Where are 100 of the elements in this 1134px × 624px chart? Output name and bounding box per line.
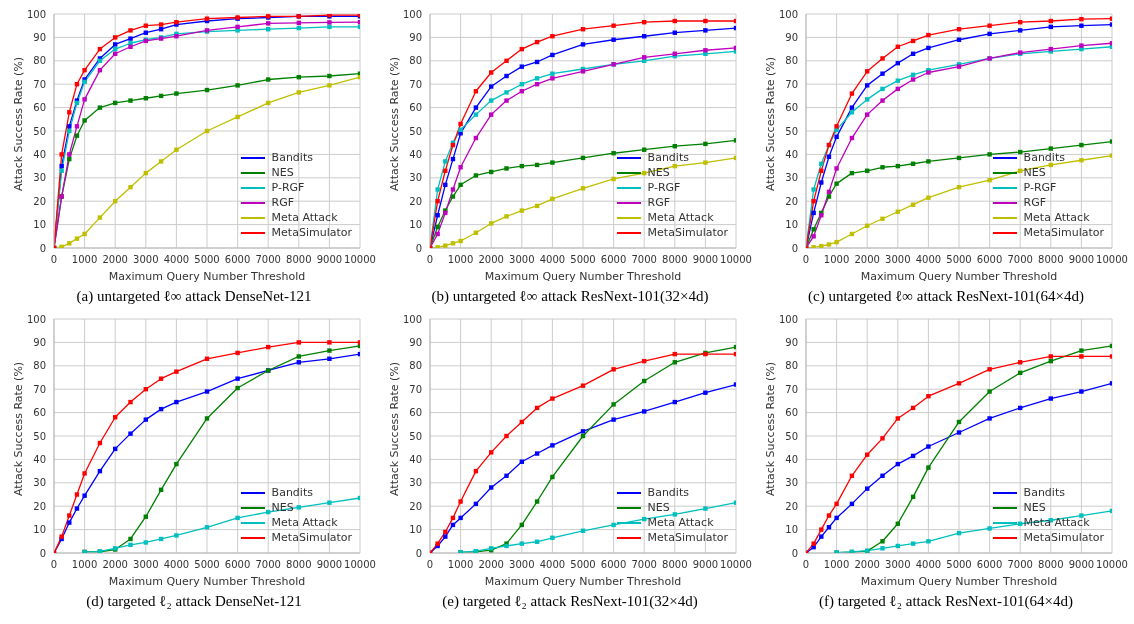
text: (b) untargeted ℓ∞ attack ResNext-101(32×4d)	[430, 288, 710, 305]
legend-label: P-RGF	[647, 180, 681, 195]
y-tick-label: 80	[33, 360, 46, 372]
text: (e) targeted ℓ₂ attack ResNext-101(32×4d)	[441, 593, 699, 610]
x-tick-label: 0	[426, 254, 434, 266]
x-tick-label: 7000	[255, 254, 281, 266]
x-tick-label: 0	[50, 254, 58, 266]
x-tick-label: 4000	[163, 559, 190, 571]
y-tick-label: 80	[409, 360, 422, 372]
x-tick-label: 6000	[976, 254, 1003, 266]
legend-label: P-RGF	[1023, 180, 1057, 195]
x-tick-label: 9000	[316, 254, 343, 266]
x-tick-label: 8000	[662, 254, 688, 266]
x-tick-label: 1000	[447, 254, 474, 266]
x-tick-label: 5000	[946, 254, 972, 266]
x-tick-label: 3000	[509, 559, 535, 571]
x-tick-label: 2000	[102, 559, 128, 571]
y-tick-label: 10	[409, 219, 422, 231]
y-tick-label: 20	[33, 195, 46, 207]
x-tick-label: 10000	[1096, 254, 1128, 266]
y-tick-label: 30	[33, 477, 46, 489]
legend-label: Meta Attack	[271, 515, 338, 530]
x-tick-label: 1000	[823, 254, 850, 266]
legend-label: MetaSimulator	[647, 530, 728, 545]
x-tick-label: 4000	[915, 254, 942, 266]
legend-label: NES	[1023, 165, 1046, 180]
y-tick-label: 40	[33, 148, 46, 160]
legend-label: NES	[647, 165, 670, 180]
x-tick-label: 8000	[286, 254, 312, 266]
legend-label: Meta Attack	[647, 515, 714, 530]
x-tick-label: 6000	[976, 559, 1003, 571]
x-tick-label: 4000	[539, 254, 566, 266]
y-tick-label: 90	[33, 31, 46, 43]
y-tick-label: 70	[785, 78, 798, 90]
y-tick-label: 100	[402, 313, 422, 325]
x-tick-label: 6000	[224, 254, 251, 266]
y-tick-label: 10	[785, 219, 798, 231]
y-tick-label: 80	[409, 55, 422, 67]
x-tick-label: 4000	[163, 254, 190, 266]
x-tick-label: 1000	[71, 559, 98, 571]
y-tick-label: 60	[409, 407, 422, 419]
y-tick-label: 100	[402, 8, 422, 20]
legend-label: MetaSimulator	[271, 225, 352, 240]
y-tick-label: 70	[33, 78, 46, 90]
y-tick-label: 90	[785, 31, 798, 43]
y-tick-label: 80	[785, 360, 798, 372]
x-tick-label: 8000	[286, 559, 312, 571]
x-axis-title: Maximum Query Number Threshold	[860, 270, 1058, 283]
x-tick-label: 7000	[631, 559, 657, 571]
y-tick-label: 100	[26, 8, 46, 20]
x-tick-label: 1000	[71, 254, 98, 266]
x-tick-label: 1000	[447, 559, 474, 571]
text: (d) targeted ℓ₂ attack DenseNet-121	[85, 593, 303, 610]
y-tick-label: 0	[415, 242, 422, 254]
y-tick-label: 20	[409, 500, 422, 512]
x-tick-label: 2000	[102, 254, 128, 266]
legend-label: Bandits	[1023, 485, 1065, 500]
y-tick-label: 30	[785, 172, 798, 184]
legend-label: Bandits	[647, 485, 689, 500]
x-tick-label: 5000	[570, 559, 596, 571]
y-tick-label: 80	[785, 55, 798, 67]
legend-label: NES	[271, 165, 294, 180]
text: (c) untargeted ℓ∞ attack ResNext-101(64×4d)	[807, 288, 1085, 305]
y-tick-label: 70	[33, 383, 46, 395]
legend-label: MetaSimulator	[271, 530, 352, 545]
y-tick-label: 90	[785, 336, 798, 348]
x-tick-label: 3000	[133, 254, 159, 266]
x-tick-label: 2000	[854, 254, 880, 266]
x-tick-label: 3000	[885, 254, 911, 266]
x-tick-label: 10000	[720, 559, 752, 571]
legend-label: MetaSimulator	[1023, 225, 1104, 240]
x-tick-label: 1000	[823, 559, 850, 571]
y-tick-label: 90	[409, 31, 422, 43]
text: (a) untargeted ℓ∞ attack DenseNet-121	[75, 288, 313, 305]
x-tick-label: 3000	[885, 559, 911, 571]
y-tick-label: 20	[409, 195, 422, 207]
y-tick-label: 10	[409, 524, 422, 536]
legend-label: RGF	[271, 195, 295, 210]
legend-label: RGF	[1023, 195, 1047, 210]
y-tick-label: 30	[409, 172, 422, 184]
y-axis-title: Attack Success Rate (%)	[387, 56, 401, 191]
x-axis-title: Maximum Query Number Threshold	[860, 575, 1058, 588]
legend-label: Bandits	[271, 485, 313, 500]
y-tick-label: 70	[409, 383, 422, 395]
y-tick-label: 90	[409, 336, 422, 348]
y-tick-label: 20	[33, 500, 46, 512]
y-tick-label: 50	[409, 125, 422, 137]
y-tick-label: 10	[33, 219, 46, 231]
y-tick-label: 30	[33, 172, 46, 184]
x-tick-label: 9000	[1068, 254, 1095, 266]
y-tick-label: 100	[778, 313, 798, 325]
y-tick-label: 30	[409, 477, 422, 489]
x-tick-label: 0	[426, 559, 434, 571]
text: (f) targeted ℓ₂ attack ResNext-101(64×4d)	[818, 593, 1074, 610]
x-tick-label: 7000	[631, 254, 657, 266]
x-tick-label: 5000	[194, 559, 220, 571]
x-tick-label: 10000	[344, 254, 376, 266]
legend-label: NES	[1023, 500, 1046, 515]
y-tick-label: 50	[409, 430, 422, 442]
legend-label: RGF	[647, 195, 671, 210]
